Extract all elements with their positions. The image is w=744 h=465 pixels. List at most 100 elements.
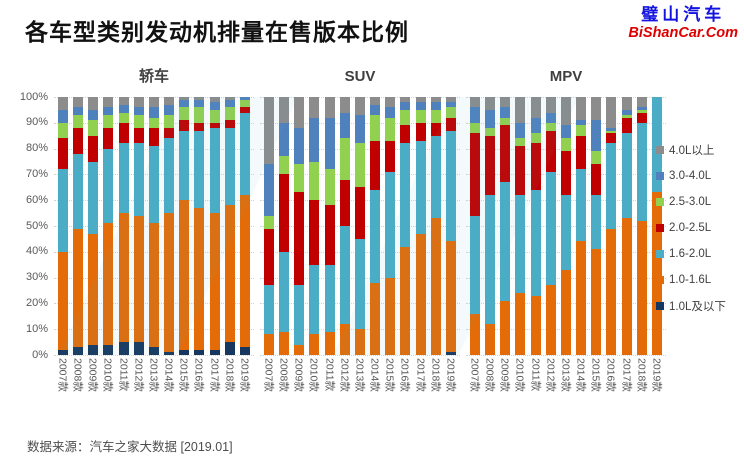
bar-segment-2.0-2.5L [430, 122, 441, 136]
bar-segment-1.0-1.6L [651, 192, 662, 355]
legend-swatch [656, 250, 664, 258]
bar-segment-1.0-1.6L [606, 228, 617, 355]
x-tick-2014款: 2014款 [368, 355, 381, 417]
bar-segment-4.0L以上 [88, 97, 99, 110]
stacked-bar-2016款 [400, 97, 411, 355]
bar-segment-1.0-1.6L [354, 329, 365, 355]
x-axis-sedan: 2007款 2008款 2009款 2010款 2011款 2012款 2013款 2014款… [54, 355, 254, 417]
x-tick-2016款: 2016款 [399, 355, 411, 417]
bar-segment-2.5-3.0L [133, 115, 144, 128]
bar-segment-1.6-2.0L [279, 251, 290, 332]
bar-segment-2.0-2.5L [58, 138, 68, 170]
legend-label: 1.0L及以下 [669, 301, 726, 313]
y-tick-label: 50% [25, 219, 48, 232]
bar-segment-2.0-2.5L [239, 107, 250, 113]
bar-segment-1.6-2.0L [324, 264, 335, 332]
stacked-bar-2016款 [606, 97, 617, 355]
bar-segment-2.5-3.0L [103, 115, 114, 128]
bar-segment-3.0-4.0L [591, 120, 602, 152]
x-tick-label: 2014款 [368, 358, 381, 392]
bar-segment-1.6-2.0L [103, 148, 114, 224]
bar-segment-1.6-2.0L [606, 143, 617, 229]
bar-segment-4.0L以上 [606, 97, 617, 128]
x-tick-2017款: 2017款 [414, 355, 427, 417]
bar-segment-4.0L以上 [370, 97, 381, 105]
chart-title-suv: SUV [344, 68, 376, 85]
x-tick-label: 2019款 [444, 358, 457, 392]
bar-segment-1.0L及以下 [103, 344, 114, 355]
bar-segment-1.0-1.6L [164, 213, 175, 353]
bar-segment-1.0-1.6L [621, 218, 632, 355]
stacked-bar-2010款 [309, 97, 320, 355]
bar-segment-1.6-2.0L [576, 169, 587, 242]
stacked-bar-2011款 [118, 97, 129, 355]
bar-segment-1.0-1.6L [530, 295, 541, 355]
bar-segment-1.0-1.6L [264, 334, 274, 355]
bar-segment-1.6-2.0L [530, 189, 541, 296]
bar-segment-2.5-3.0L [194, 107, 205, 123]
bar-segment-3.0-4.0L [339, 112, 350, 139]
bar-segment-2.5-3.0L [354, 143, 365, 188]
legend-swatch [656, 224, 664, 232]
stacked-bar-2011款 [530, 97, 541, 355]
x-tick-label: 2010款 [513, 358, 526, 392]
chart-title-sedan: 轿车 [138, 68, 169, 85]
bar-segment-3.0-4.0L [636, 107, 647, 110]
bar-segment-2.5-3.0L [576, 125, 587, 136]
bar-segment-3.0-4.0L [385, 107, 396, 118]
bar-segment-1.6-2.0L [264, 285, 274, 335]
bar-segment-2.0-2.5L [118, 122, 129, 144]
legend-item-2.0-2.5L: 2.0-2.5L [656, 215, 726, 241]
bar-segment-1.6-2.0L [58, 169, 68, 252]
source-note: 数据来源：汽车之家大数据 [2019.01] [27, 440, 233, 454]
legend-label: 3.0-4.0L [669, 170, 712, 182]
x-tick-label: 2008款 [483, 358, 496, 392]
x-tick-2012款: 2012款 [132, 355, 144, 417]
bar-segment-1.0-1.6L [148, 223, 159, 348]
bars-group [260, 97, 460, 355]
x-tick-label: 2015款 [589, 358, 602, 392]
bar-segment-4.0L以上 [294, 97, 305, 128]
bar-segment-3.0-4.0L [621, 109, 632, 116]
legend-item-1.6-2.0L: 1.6-2.0L [656, 241, 726, 267]
bar-segment-3.0-4.0L [294, 128, 305, 165]
bar-segment-2.5-3.0L [530, 133, 541, 144]
x-tick-2016款: 2016款 [193, 355, 205, 417]
bar-segment-1.0-1.6L [73, 228, 84, 348]
bar-segment-1.0-1.6L [485, 324, 496, 355]
bar-segment-2.5-3.0L [339, 138, 350, 180]
bar-segment-1.0L及以下 [445, 352, 456, 355]
x-tick-label: 2012款 [544, 358, 557, 392]
stacked-bar-2013款 [354, 97, 365, 355]
bar-segment-2.5-3.0L [324, 169, 335, 206]
legend-swatch [656, 276, 664, 284]
x-tick-label: 2011款 [117, 358, 130, 392]
legend-label: 1.0-1.6L [669, 274, 712, 286]
x-tick-2013款: 2013款 [147, 355, 159, 417]
bar-segment-3.0-4.0L [133, 107, 144, 116]
bar-segment-2.0-2.5L [133, 128, 144, 144]
bar-segment-3.0-4.0L [576, 120, 587, 126]
bar-segment-1.6-2.0L [194, 130, 205, 208]
bar-segment-2.5-3.0L [294, 164, 305, 193]
bar-segment-1.0-1.6L [239, 195, 250, 348]
bar-segment-1.0-1.6L [576, 241, 587, 355]
legend-swatch [656, 146, 664, 154]
x-tick-2008款: 2008款 [483, 355, 496, 417]
bar-segment-3.0-4.0L [118, 104, 129, 113]
bar-segment-2.0-2.5L [400, 125, 411, 144]
bar-segment-1.6-2.0L [164, 138, 175, 214]
legend-item-1.0-1.6L: 1.0-1.6L [656, 267, 726, 293]
bar-segment-1.6-2.0L [430, 135, 441, 219]
bar-segment-3.0-4.0L [103, 107, 114, 116]
bar-segment-2.5-3.0L [164, 115, 175, 128]
x-tick-label: 2017款 [414, 358, 427, 392]
x-tick-2007款: 2007款 [469, 355, 481, 417]
bar-segment-4.0L以上 [530, 97, 541, 118]
y-axis: 100% 90% 80% 70% 60% 50% 40% 30% 20% 10% 0% [6, 62, 54, 417]
bar-segment-4.0L以上 [179, 97, 190, 100]
bar-segment-1.0-1.6L [415, 233, 426, 355]
bar-segment-2.0-2.5L [264, 228, 274, 286]
x-tick-2012款: 2012款 [544, 355, 557, 417]
stacked-bar-2008款 [485, 97, 496, 355]
